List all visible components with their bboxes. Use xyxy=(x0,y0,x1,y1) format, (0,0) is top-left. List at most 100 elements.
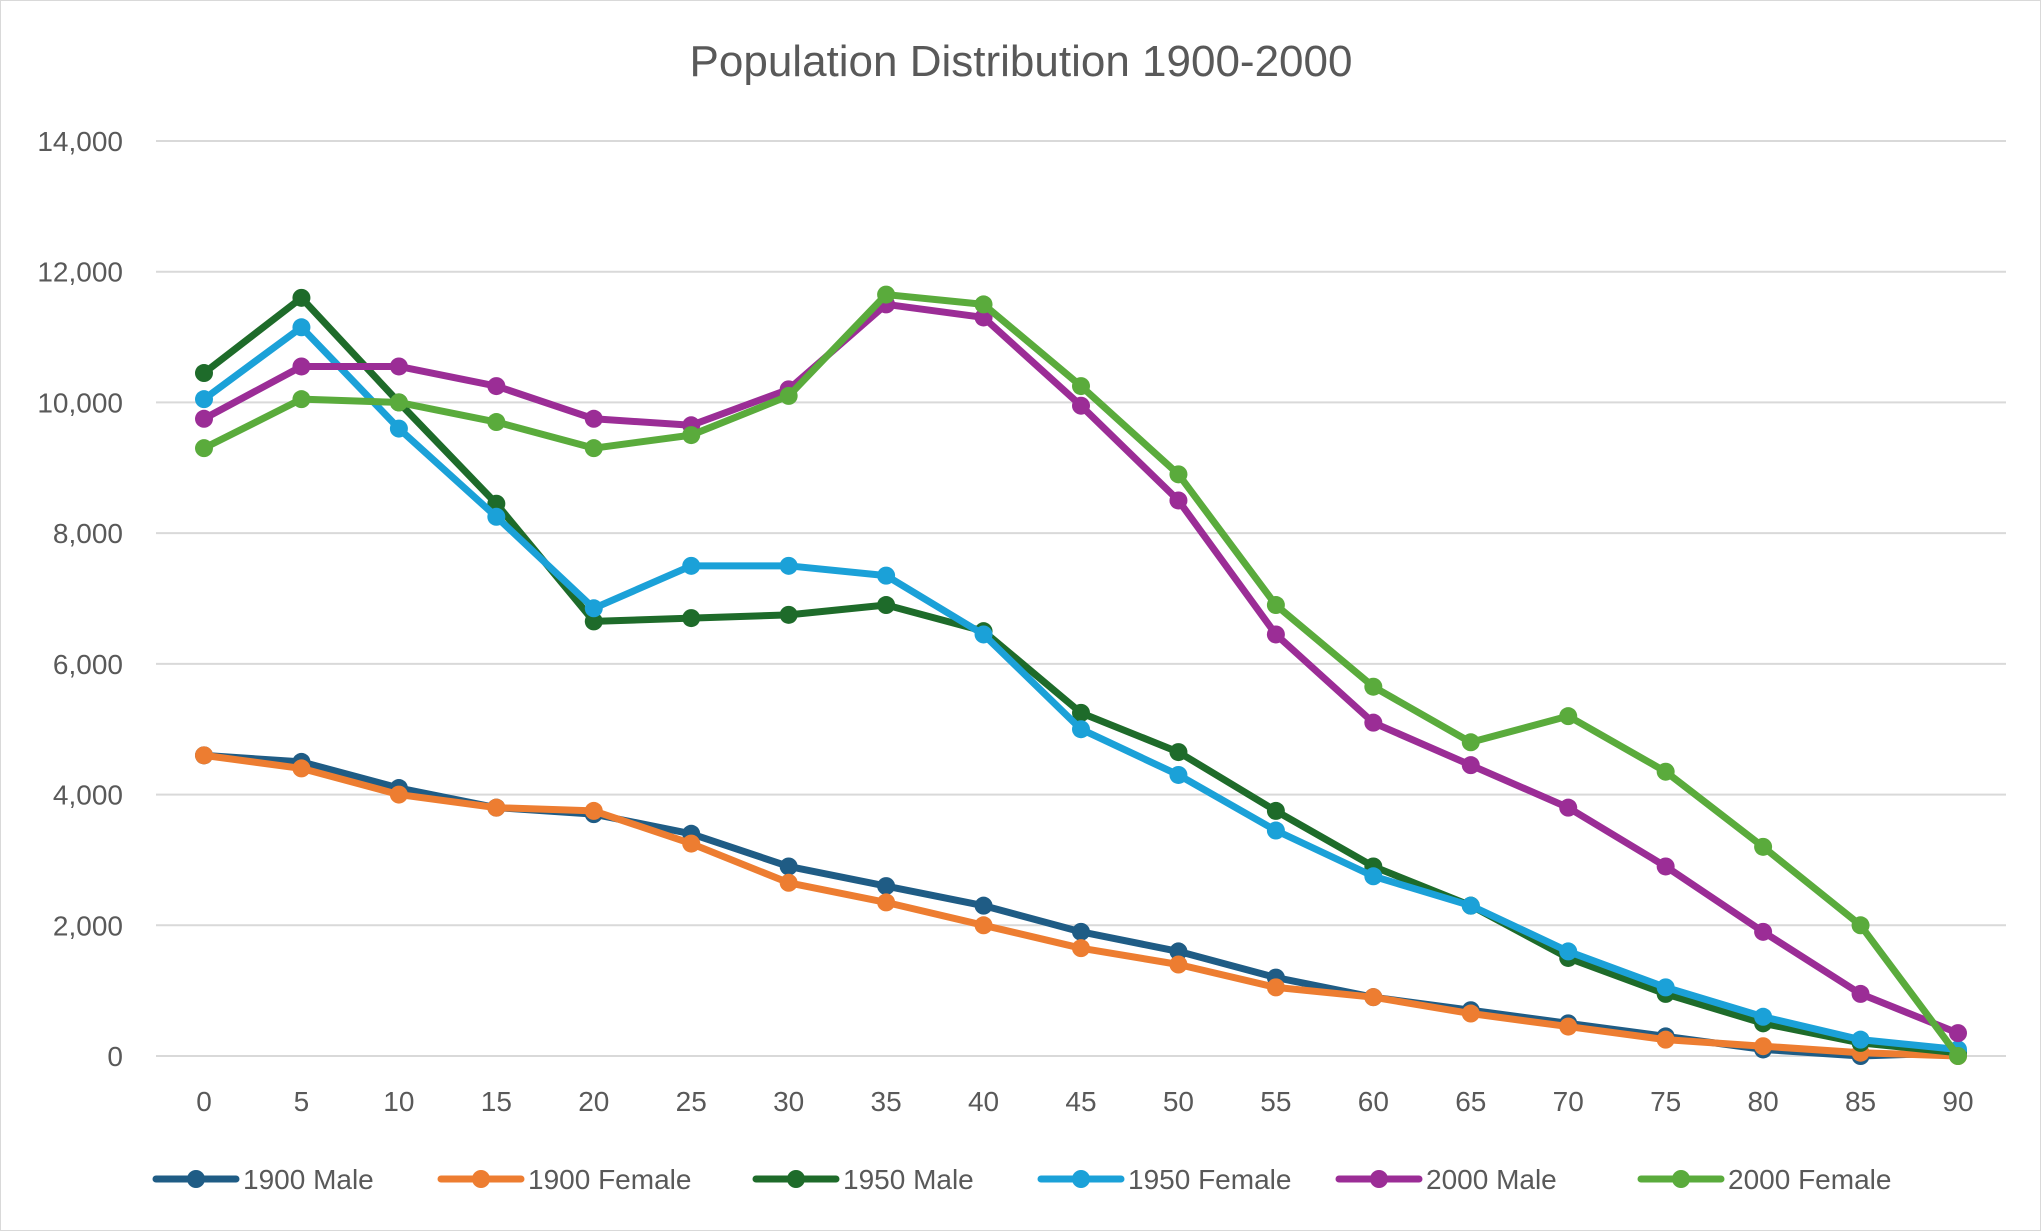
data-point xyxy=(292,357,311,376)
legend-swatch-marker xyxy=(1072,1170,1090,1188)
x-tick-label: 80 xyxy=(1748,1086,1779,1117)
data-point xyxy=(682,426,701,445)
data-point xyxy=(584,599,603,618)
legend-label: 1950 Female xyxy=(1128,1164,1291,1195)
data-point xyxy=(1949,1047,1967,1065)
data-point xyxy=(389,419,408,438)
data-point xyxy=(584,801,603,820)
legend-label: 1900 Female xyxy=(528,1164,691,1195)
data-point xyxy=(1169,465,1188,484)
x-axis-ticks: 0 5 10 15 20 25 30 35 40 45 50 55 60 65 70 75 80 85 90 xyxy=(196,1086,1973,1117)
data-point xyxy=(1949,1024,1967,1043)
data-point xyxy=(1364,988,1383,1007)
data-point xyxy=(779,386,798,405)
x-tick-label: 75 xyxy=(1650,1086,1681,1117)
legend-item: 1950 Female xyxy=(1037,1164,1291,1195)
data-point xyxy=(1169,942,1188,961)
series-2000-male xyxy=(195,295,1967,1043)
data-point xyxy=(292,318,311,337)
x-tick-label: 90 xyxy=(1942,1086,1973,1117)
x-tick-label: 70 xyxy=(1553,1086,1584,1117)
legend-label: 2000 Male xyxy=(1426,1164,1557,1195)
x-tick-label: 30 xyxy=(773,1086,804,1117)
data-point xyxy=(389,393,408,412)
y-tick-label: 4,000 xyxy=(53,780,123,811)
data-point xyxy=(974,308,993,327)
data-point xyxy=(974,295,993,314)
data-point xyxy=(1656,1030,1675,1049)
legend-item: 2000 Male xyxy=(1335,1164,1557,1195)
data-point xyxy=(292,390,311,409)
data-point xyxy=(877,877,896,896)
legend-label: 2000 Female xyxy=(1728,1164,1891,1195)
data-point xyxy=(974,625,993,644)
y-tick-label: 12,000 xyxy=(37,257,123,288)
data-point xyxy=(195,439,213,458)
y-tick-label: 6,000 xyxy=(53,649,123,680)
series-1900-female xyxy=(195,746,1967,1065)
data-point xyxy=(1559,798,1578,817)
data-point xyxy=(487,798,506,817)
x-tick-label: 40 xyxy=(968,1086,999,1117)
data-point xyxy=(584,612,603,631)
data-point xyxy=(1559,1017,1578,1036)
y-tick-label: 14,000 xyxy=(37,126,123,157)
legend-swatch-marker xyxy=(472,1170,490,1188)
x-tick-label: 25 xyxy=(676,1086,707,1117)
data-point xyxy=(1072,703,1090,722)
data-point xyxy=(682,556,701,575)
data-point xyxy=(1754,1037,1773,1056)
y-tick-label: 10,000 xyxy=(37,387,123,418)
data-point xyxy=(1656,762,1675,781)
data-point xyxy=(1169,743,1188,762)
data-point xyxy=(389,785,408,804)
data-point xyxy=(1266,596,1285,615)
legend-swatch-marker xyxy=(187,1170,205,1188)
data-point xyxy=(877,893,896,912)
data-point xyxy=(195,409,213,428)
x-tick-label: 65 xyxy=(1455,1086,1486,1117)
y-tick-label: 0 xyxy=(107,1041,123,1072)
y-tick-label: 2,000 xyxy=(53,910,123,941)
legend-label: 1950 Male xyxy=(843,1164,974,1195)
series-lines xyxy=(195,285,1967,1065)
data-point xyxy=(1364,867,1383,886)
x-tick-label: 15 xyxy=(481,1086,512,1117)
data-point xyxy=(487,413,506,432)
data-point xyxy=(1266,625,1285,644)
data-point xyxy=(682,834,701,853)
data-point xyxy=(1851,916,1870,935)
data-point xyxy=(1072,396,1090,415)
data-point xyxy=(1266,978,1285,997)
legend-swatch-marker xyxy=(1672,1170,1690,1188)
x-tick-label: 5 xyxy=(294,1086,310,1117)
data-point xyxy=(1072,377,1090,396)
data-point xyxy=(1072,922,1090,941)
data-point xyxy=(1072,720,1090,739)
data-point xyxy=(1656,857,1675,876)
data-point xyxy=(1559,942,1578,961)
chart-title: Population Distribution 1900-2000 xyxy=(690,37,1353,86)
data-point xyxy=(1754,837,1773,856)
data-point xyxy=(1169,955,1188,974)
data-point xyxy=(974,916,993,935)
gridlines xyxy=(156,140,2006,1057)
data-point xyxy=(1559,707,1578,726)
data-point xyxy=(389,357,408,376)
data-point xyxy=(1364,713,1383,732)
x-tick-label: 55 xyxy=(1260,1086,1291,1117)
data-point xyxy=(1461,733,1480,752)
data-point xyxy=(779,556,798,575)
legend-label: 1900 Male xyxy=(243,1164,374,1195)
data-point xyxy=(1461,1004,1480,1023)
data-point xyxy=(1656,978,1675,997)
data-point xyxy=(292,759,311,778)
x-tick-label: 10 xyxy=(383,1086,414,1117)
data-point xyxy=(779,857,798,876)
data-point xyxy=(195,746,213,765)
data-point xyxy=(195,390,213,409)
x-tick-label: 0 xyxy=(196,1086,212,1117)
legend-item: 1900 Female xyxy=(437,1164,691,1195)
y-axis-ticks: 0 2,000 4,000 6,000 8,000 10,000 12,000 14,000 xyxy=(37,126,123,1072)
